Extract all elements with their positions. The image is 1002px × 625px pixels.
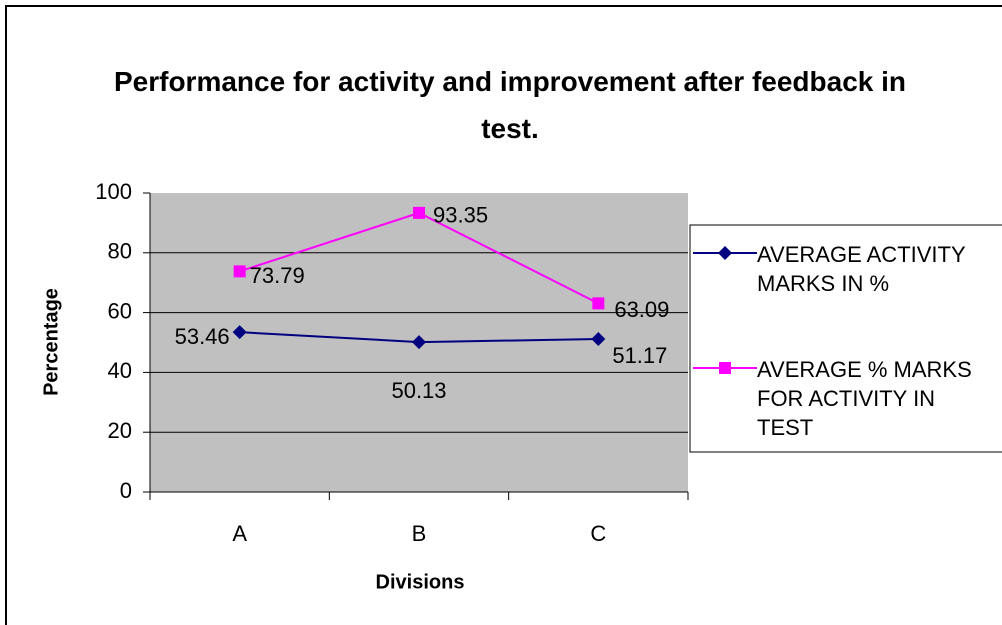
x-tick-label: A bbox=[232, 521, 247, 546]
data-point bbox=[413, 206, 425, 219]
data-label: 53.46 bbox=[175, 324, 230, 349]
x-tick-label: B bbox=[412, 521, 427, 546]
legend-box bbox=[689, 224, 1002, 453]
data-label: 73.79 bbox=[250, 263, 305, 288]
y-axis-label: Percentage bbox=[40, 288, 62, 396]
y-tick-label: 60 bbox=[108, 298, 132, 323]
legend-marker bbox=[718, 246, 732, 260]
legend-marker bbox=[719, 362, 731, 374]
y-tick-label: 20 bbox=[108, 418, 132, 443]
chart-title: Performance for activity and improvement… bbox=[113, 66, 907, 144]
data-label: 50.13 bbox=[391, 378, 446, 403]
y-tick-label: 40 bbox=[108, 358, 132, 383]
data-point bbox=[592, 297, 605, 310]
x-axis-label: Divisions bbox=[376, 571, 465, 593]
data-point bbox=[232, 325, 247, 340]
legend-label: AVERAGE % MARKS FOR ACTIVITY IN TEST bbox=[757, 357, 972, 440]
y-tick-label: 100 bbox=[95, 179, 132, 204]
y-tick-label: 80 bbox=[108, 239, 132, 264]
data-label: 63.09 bbox=[614, 297, 669, 322]
legend-label: AVERAGE ACTIVITY MARKS IN % bbox=[757, 242, 966, 296]
y-tick-label: 0 bbox=[120, 478, 132, 503]
chart-border bbox=[5, 5, 1002, 625]
x-tick-label: C bbox=[590, 521, 606, 546]
data-label: 93.35 bbox=[433, 203, 488, 228]
data-point bbox=[591, 332, 606, 347]
data-label: 51.17 bbox=[612, 343, 667, 368]
data-point bbox=[412, 335, 426, 350]
data-point bbox=[233, 265, 246, 278]
